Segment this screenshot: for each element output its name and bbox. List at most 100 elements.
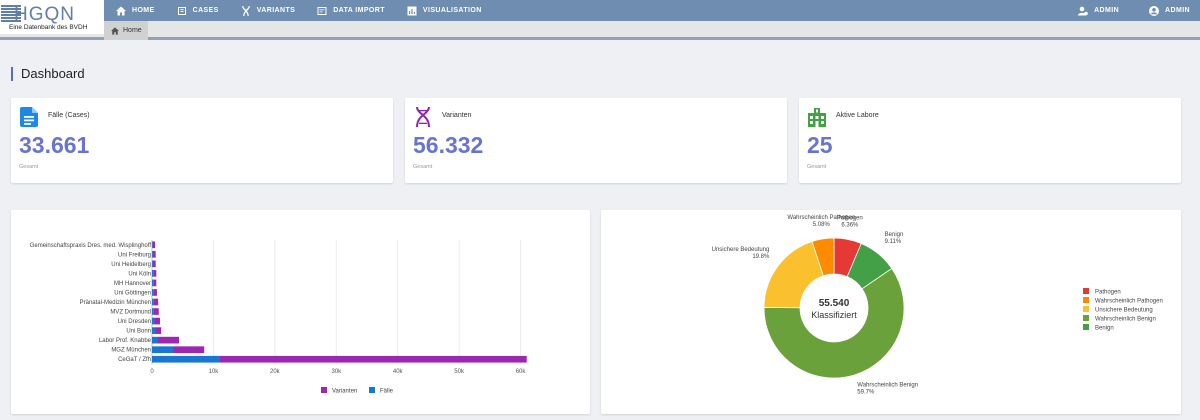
y-tick-label: Uni Bonn bbox=[126, 329, 151, 335]
brand-logo[interactable]: HGQN Eine Datenbank des BVDH bbox=[0, 0, 104, 34]
account-icon bbox=[1149, 5, 1160, 16]
bar-fälle[interactable] bbox=[152, 241, 153, 249]
legend-label[interactable]: Fälle bbox=[380, 389, 394, 395]
y-tick-label: Uni Freiburg bbox=[118, 252, 151, 258]
legend-swatch bbox=[321, 387, 327, 393]
bar-varianten[interactable] bbox=[219, 355, 527, 363]
stat-sub: Gesamt bbox=[19, 164, 39, 170]
bar-varianten[interactable] bbox=[153, 279, 157, 287]
dna-icon bbox=[241, 5, 250, 16]
donut-slice[interactable] bbox=[763, 267, 905, 379]
legend-label[interactable]: Pathogen bbox=[1095, 290, 1121, 296]
bar-fälle[interactable] bbox=[152, 250, 153, 258]
bar-varianten[interactable] bbox=[153, 298, 159, 306]
x-tick-label: 10k bbox=[209, 369, 220, 375]
x-tick-label: 50k bbox=[454, 369, 465, 375]
donut-center-label: Klassifiziert bbox=[811, 310, 857, 320]
slice-percent: 59.7% bbox=[857, 390, 875, 396]
logo-lines-icon bbox=[1, 5, 21, 24]
slice-label: Pathogen bbox=[837, 216, 863, 222]
nav-data-import-label: DATA IMPORT bbox=[333, 7, 385, 14]
nav-admin-settings-label: ADMIN bbox=[1094, 7, 1120, 14]
donut-slice[interactable] bbox=[763, 241, 824, 309]
y-tick-label: Gemeinschaftspraxis Dres. med. Wisplingh… bbox=[30, 243, 152, 249]
breadcrumb-home[interactable]: Home bbox=[104, 21, 148, 40]
y-tick-label: Pränatal-Medizin München bbox=[80, 300, 151, 306]
nav-cases[interactable]: CASES bbox=[177, 6, 219, 16]
bar-fälle[interactable] bbox=[152, 308, 154, 315]
bar-varianten[interactable] bbox=[173, 346, 205, 354]
legend-label[interactable]: Benign bbox=[1095, 326, 1114, 332]
stat-sub: Gesamt bbox=[807, 164, 827, 170]
legend-swatch bbox=[1083, 315, 1089, 321]
nav-visualisation[interactable]: VISUALISATION bbox=[407, 6, 482, 16]
stat-sub: Gesamt bbox=[413, 164, 433, 170]
stat-value: 33.661 bbox=[19, 132, 90, 158]
stat-card-variants: Varianten 56.332 Gesamt bbox=[405, 98, 787, 183]
slice-label: Unsichere Bedeutung bbox=[712, 247, 770, 253]
slice-percent: 5.08% bbox=[813, 222, 831, 228]
bar-fälle[interactable] bbox=[152, 279, 154, 287]
document-icon bbox=[20, 107, 38, 127]
slice-percent: 19.8% bbox=[752, 254, 770, 260]
x-tick-label: 30k bbox=[331, 369, 342, 375]
home-icon bbox=[116, 6, 126, 15]
case-icon bbox=[177, 6, 186, 15]
slice-label: Benign bbox=[885, 232, 904, 238]
stat-value: 56.332 bbox=[413, 132, 484, 158]
admin-icon bbox=[1078, 6, 1088, 15]
nav-variants[interactable]: VARIANTS bbox=[241, 5, 296, 16]
slice-percent: 6.36% bbox=[841, 223, 859, 229]
top-navigation-bar bbox=[0, 0, 1200, 21]
bar-fälle[interactable] bbox=[152, 298, 154, 306]
bar-fälle[interactable] bbox=[152, 289, 154, 296]
bar-fälle[interactable] bbox=[152, 327, 156, 334]
main-nav: HOME CASES VARIANTS DATA IMPORT VISUALIS… bbox=[104, 0, 504, 21]
bar-varianten[interactable] bbox=[153, 289, 157, 296]
nav-cases-label: CASES bbox=[192, 7, 219, 14]
stat-label: Varianten bbox=[442, 112, 472, 119]
nav-account[interactable]: ADMIN bbox=[1149, 5, 1190, 16]
x-tick-label: 20k bbox=[270, 369, 281, 375]
y-tick-label: Uni Heidelberg bbox=[111, 262, 151, 268]
bar-fälle[interactable] bbox=[152, 260, 153, 268]
legend-label[interactable]: Wahrscheinlich Benign bbox=[1095, 317, 1156, 323]
bar-varianten[interactable] bbox=[155, 327, 162, 334]
bar-fälle[interactable] bbox=[152, 317, 155, 325]
nav-admin-settings[interactable]: ADMIN bbox=[1078, 6, 1119, 16]
brand-subtitle: Eine Datenbank des BVDH bbox=[9, 24, 88, 31]
nav-right: ADMIN ADMIN bbox=[1048, 0, 1190, 21]
bar-varianten[interactable] bbox=[157, 336, 180, 344]
stat-card-cases: Fälle (Cases) 33.661 Gesamt bbox=[11, 98, 393, 183]
x-tick-label: 0 bbox=[150, 369, 154, 375]
legend-label[interactable]: Varianten bbox=[332, 389, 357, 395]
brand-name: HGQN bbox=[14, 4, 75, 25]
slice-label: Wahrscheinlich Pathogen bbox=[787, 215, 855, 221]
donut-slice[interactable] bbox=[811, 237, 835, 277]
building-icon bbox=[808, 108, 826, 127]
legend-label[interactable]: Wahrscheinlich Pathogen bbox=[1095, 299, 1163, 305]
nav-data-import[interactable]: DATA IMPORT bbox=[317, 6, 385, 16]
breadcrumb-label: Home bbox=[123, 27, 142, 34]
y-tick-label: MGZ München bbox=[111, 348, 151, 354]
bar-varianten[interactable] bbox=[153, 270, 157, 277]
bar-varianten[interactable] bbox=[154, 317, 160, 325]
dna-icon bbox=[416, 107, 430, 127]
bar-fälle[interactable] bbox=[152, 336, 158, 344]
donut-center-value: 55.540 bbox=[819, 298, 850, 309]
nav-home[interactable]: HOME bbox=[116, 6, 155, 16]
y-tick-label: MH Hannover bbox=[114, 281, 151, 287]
bar-varianten[interactable] bbox=[152, 250, 156, 258]
bar-fälle[interactable] bbox=[152, 270, 154, 277]
bar-fälle[interactable] bbox=[152, 355, 220, 363]
nav-variants-label: VARIANTS bbox=[256, 7, 296, 14]
y-tick-label: CeGaT / Zfh bbox=[118, 357, 151, 363]
bar-varianten[interactable] bbox=[152, 260, 156, 268]
legend-label[interactable]: Unsichere Bedeutung bbox=[1095, 308, 1153, 314]
bar-varianten[interactable] bbox=[152, 241, 156, 249]
legend-swatch bbox=[1083, 324, 1089, 330]
nav-account-label: ADMIN bbox=[1165, 7, 1190, 14]
bar-fälle[interactable] bbox=[152, 346, 174, 354]
bar-varianten[interactable] bbox=[153, 308, 159, 315]
y-tick-label: Labor Prof. Knabbe bbox=[99, 338, 152, 344]
